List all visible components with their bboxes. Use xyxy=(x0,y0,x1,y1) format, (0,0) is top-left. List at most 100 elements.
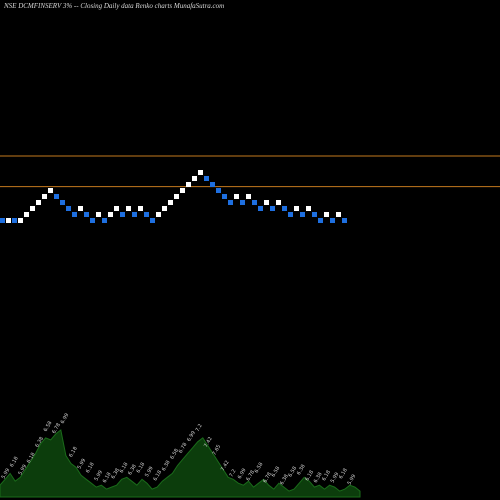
renko-brick-up xyxy=(138,206,143,211)
renko-brick-up xyxy=(42,194,47,199)
renko-brick-up xyxy=(30,206,35,211)
volume-label: 6.38 xyxy=(110,468,121,481)
volume-label: 6.18 xyxy=(119,462,130,475)
renko-brick-up xyxy=(246,194,251,199)
volume-label: 6.18 xyxy=(136,462,147,475)
volume-label: 6.18 xyxy=(85,462,96,475)
renko-brick-up xyxy=(174,194,179,199)
volume-label: 6.99 xyxy=(186,430,197,443)
renko-brick-down xyxy=(312,212,317,217)
renko-brick-up xyxy=(18,218,23,223)
renko-brick-down xyxy=(54,194,59,199)
volume-label: 6.18 xyxy=(304,469,315,482)
volume-label: 6.18 xyxy=(26,452,37,465)
renko-brick-up xyxy=(126,206,131,211)
renko-brick-down xyxy=(252,200,257,205)
volume-label: 6.38 xyxy=(313,471,324,484)
volume-label: 6.38 xyxy=(296,464,307,477)
volume-label: 6.58 xyxy=(287,466,298,479)
renko-brick-up xyxy=(306,206,311,211)
renko-brick-down xyxy=(204,176,209,181)
volume-label: 6.58 xyxy=(271,466,282,479)
renko-brick-down xyxy=(0,218,5,223)
renko-brick-up xyxy=(36,200,41,205)
renko-brick-down xyxy=(258,206,263,211)
renko-brick-down xyxy=(222,194,227,199)
renko-brick-down xyxy=(120,212,125,217)
renko-brick-up xyxy=(156,212,161,217)
volume-label: 7.2 xyxy=(195,423,204,433)
renko-brick-down xyxy=(240,200,245,205)
volume-label: 5.99 xyxy=(347,473,358,486)
volume-label: 6.99 xyxy=(237,468,248,481)
renko-brick-up xyxy=(276,200,281,205)
volume-label: 5.99 xyxy=(76,458,87,471)
volume-label: 5.99 xyxy=(1,468,12,481)
renko-brick-up xyxy=(48,188,53,193)
volume-label: 6.18 xyxy=(9,456,20,469)
volume-labels: 5.996.185.996.186.386.586.786.996.185.99… xyxy=(1,412,358,486)
volume-label: 7.2 xyxy=(228,468,237,478)
renko-brick-down xyxy=(288,212,293,217)
volume-label: 6.78 xyxy=(262,471,273,484)
renko-brick-up xyxy=(324,212,329,217)
volume-label: 5.99 xyxy=(144,466,155,479)
renko-brick-up xyxy=(186,182,191,187)
renko-brick-down xyxy=(12,218,17,223)
volume-label: 6.38 xyxy=(161,460,172,473)
volume-label: 6.78 xyxy=(51,422,62,435)
chart-title: NSE DCMFINSERV 3% -- Closing Daily data … xyxy=(4,2,225,10)
volume-label: 6.78 xyxy=(245,469,256,482)
volume-label: 6.18 xyxy=(68,446,79,459)
volume-area xyxy=(0,429,361,498)
volume-label: 5.99 xyxy=(93,469,104,482)
renko-brick-down xyxy=(132,212,137,217)
renko-brick-down xyxy=(72,212,77,217)
renko-brick-up xyxy=(78,206,83,211)
renko-brick-down xyxy=(210,182,215,187)
volume-label: 6.38 xyxy=(279,473,290,486)
renko-brick-up xyxy=(336,212,341,217)
renko-brick-down xyxy=(150,218,155,223)
volume-label: 6.78 xyxy=(178,442,189,455)
volume-area-path xyxy=(0,429,361,498)
volume-label: 6.58 xyxy=(43,420,54,433)
renko-brick-up xyxy=(162,206,167,211)
volume-label: 6.38 xyxy=(34,436,45,449)
renko-brick-up xyxy=(108,212,113,217)
volume-label: 5.99 xyxy=(330,471,341,484)
renko-brick-down xyxy=(216,188,221,193)
renko-brick-down xyxy=(270,206,275,211)
renko-brick-down xyxy=(228,200,233,205)
volume-label: 6.18 xyxy=(102,471,113,484)
volume-label: 6.99 xyxy=(60,412,71,425)
volume-label: 7.42 xyxy=(220,460,231,473)
renko-brick-down xyxy=(102,218,107,223)
volume-label: 6.58 xyxy=(169,448,180,461)
renko-brick-up xyxy=(24,212,29,217)
volume-label: 6.18 xyxy=(338,468,349,481)
volume-label: 6.18 xyxy=(152,469,163,482)
renko-brick-down xyxy=(66,206,71,211)
renko-brick-up xyxy=(96,212,101,217)
renko-brick-down xyxy=(318,218,323,223)
renko-bricks xyxy=(0,170,347,223)
renko-brick-up xyxy=(168,200,173,205)
volume-label: 6.58 xyxy=(254,462,265,475)
volume-label: 5.99 xyxy=(17,464,28,477)
renko-brick-down xyxy=(342,218,347,223)
renko-brick-up xyxy=(294,206,299,211)
renko-brick-up xyxy=(180,188,185,193)
renko-brick-down xyxy=(90,218,95,223)
renko-brick-down xyxy=(282,206,287,211)
renko-brick-down xyxy=(84,212,89,217)
renko-brick-down xyxy=(60,200,65,205)
volume-label: 7.42 xyxy=(203,436,214,449)
reference-lines xyxy=(0,155,500,188)
renko-brick-up xyxy=(198,170,203,175)
renko-brick-down xyxy=(330,218,335,223)
renko-brick-down xyxy=(300,212,305,217)
volume-label: 6.18 xyxy=(321,469,332,482)
renko-brick-up xyxy=(234,194,239,199)
